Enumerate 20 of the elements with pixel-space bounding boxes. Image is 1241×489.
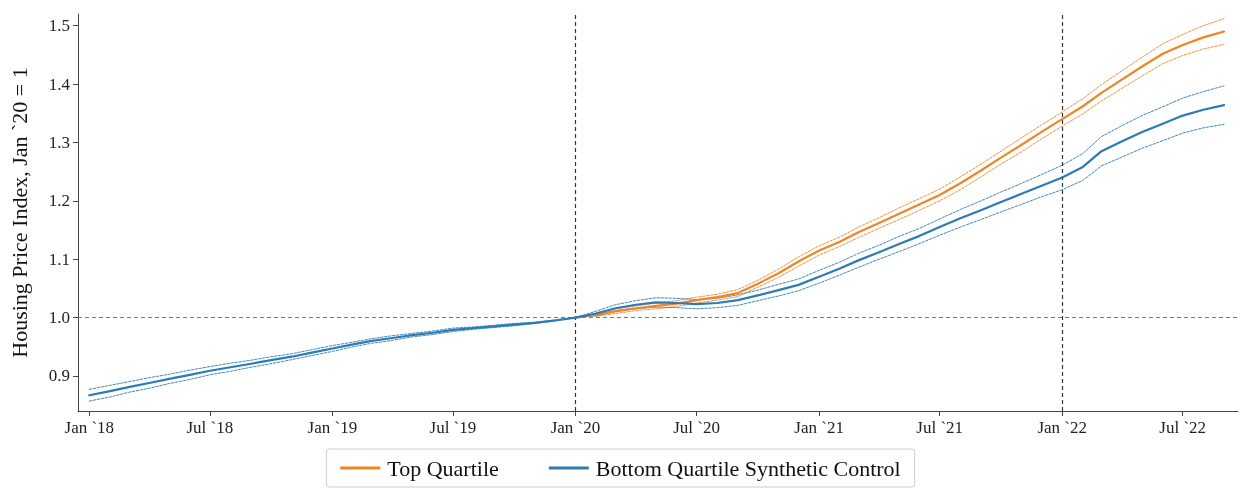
y-tick-label: 1.3 [48,132,70,152]
x-tick-label: Jul `20 [673,418,720,437]
y-axis-title: Housing Price Index, Jan `20 = 1 [6,67,32,358]
x-tick-label: Jan `21 [794,418,844,437]
x-tick-label: Jan `22 [1037,418,1087,437]
x-tick-label: Jan `20 [550,418,601,437]
x-tick-label: Jan `19 [307,418,358,437]
y-tick-label: 1.1 [48,249,70,269]
x-tick-label: Jul `18 [186,418,234,437]
x-tick-label: Jul `21 [916,418,964,437]
y-tick-label: 1.0 [48,308,70,328]
x-tick-label: Jul `19 [429,418,477,437]
legend-label: Top Quartile [387,455,499,481]
x-tick-label: Jan `18 [64,418,115,437]
y-tick-label: 1.2 [48,191,70,211]
y-tick-label: 1.4 [48,74,71,94]
y-tick-label: 1.5 [48,16,70,36]
legend-label: Bottom Quartile Synthetic Control [595,455,901,481]
y-tick-label: 0.9 [48,366,70,386]
x-tick-label: Jul `22 [1159,418,1207,437]
